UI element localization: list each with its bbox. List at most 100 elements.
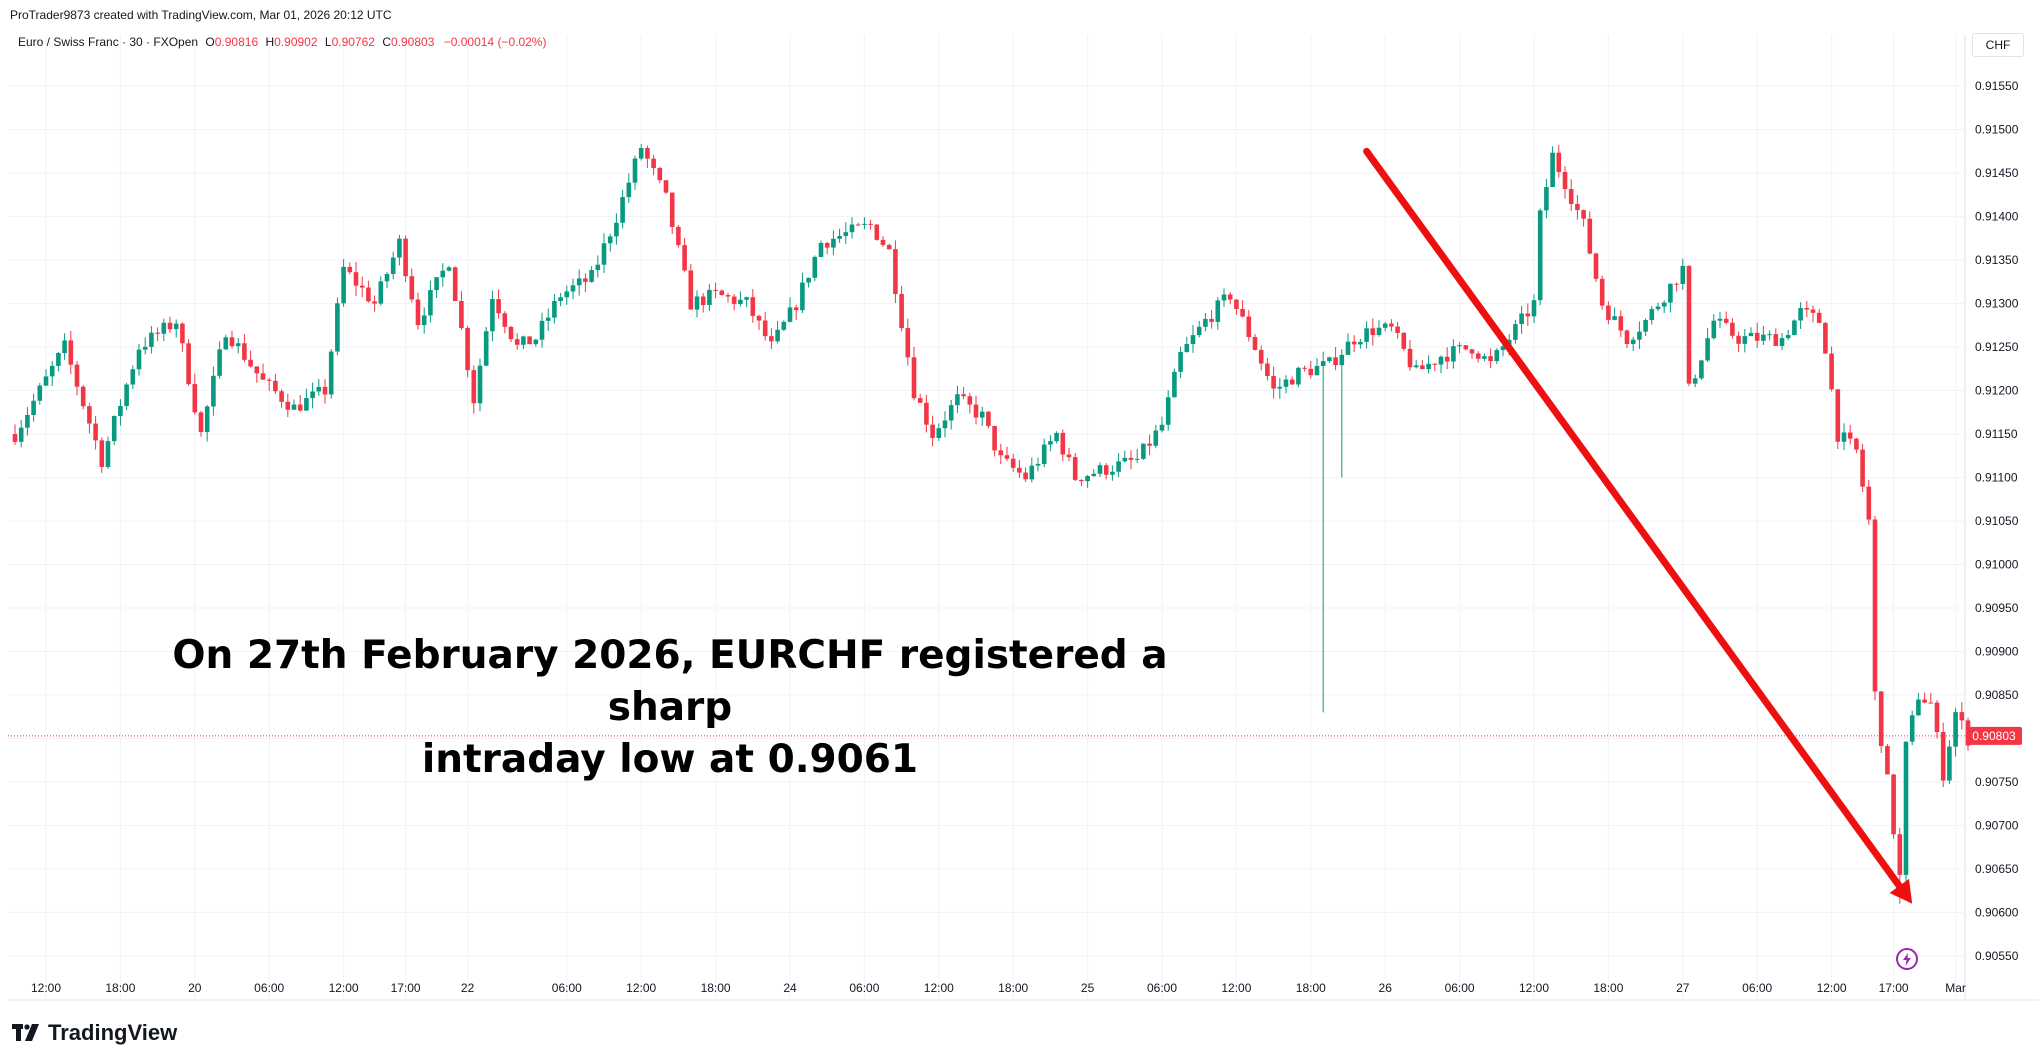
candle-body bbox=[868, 223, 873, 225]
candle-body bbox=[1060, 432, 1066, 455]
candle-body bbox=[1947, 746, 1952, 781]
time-tick-label: 06:00 bbox=[1147, 981, 1177, 995]
time-tick-label: 06:00 bbox=[1742, 981, 1772, 995]
candle-body bbox=[880, 239, 886, 245]
currency-button[interactable]: CHF bbox=[1972, 33, 2024, 57]
candle-body bbox=[1438, 356, 1444, 365]
candle-body bbox=[1401, 332, 1407, 349]
price-tick-label: 0.91300 bbox=[1975, 297, 2019, 311]
candle-body bbox=[434, 277, 439, 291]
candle-body bbox=[124, 384, 129, 407]
candle-body bbox=[118, 406, 123, 417]
candle-body bbox=[80, 386, 86, 407]
candle-body bbox=[899, 293, 904, 329]
time-tick-label: 17:00 bbox=[391, 981, 421, 995]
candle-body bbox=[1159, 424, 1165, 431]
candle-body bbox=[1581, 210, 1586, 219]
candle-body bbox=[849, 224, 855, 233]
candle-body bbox=[521, 336, 526, 345]
time-tick-label: 12:00 bbox=[1221, 981, 1251, 995]
candle-body bbox=[930, 424, 935, 438]
candle-body bbox=[37, 385, 43, 401]
candle-body bbox=[682, 245, 687, 271]
candle-body bbox=[49, 365, 55, 377]
candle-body bbox=[955, 394, 960, 406]
price-tick-label: 0.91050 bbox=[1975, 514, 2019, 528]
candle-body bbox=[56, 353, 61, 366]
candle-body bbox=[1413, 365, 1419, 368]
candle-body bbox=[638, 148, 644, 159]
price-tick-label: 0.90750 bbox=[1975, 775, 2019, 789]
candle-body bbox=[130, 369, 136, 385]
time-tick-label: 24 bbox=[783, 981, 797, 995]
candle-body bbox=[93, 423, 98, 441]
candle-body bbox=[831, 238, 836, 248]
candle-body bbox=[1513, 324, 1518, 340]
candle-body bbox=[1469, 349, 1475, 354]
candle-body bbox=[1314, 365, 1320, 376]
candle-body bbox=[663, 180, 669, 193]
candle-body bbox=[1134, 458, 1140, 460]
candle-body bbox=[936, 428, 942, 438]
price-tick-label: 0.91000 bbox=[1975, 557, 2019, 571]
candle-body bbox=[1841, 432, 1847, 442]
candle-body bbox=[1407, 348, 1413, 368]
candle-body bbox=[1141, 443, 1146, 459]
annotation-line-1: On 27th February 2026, EURCHF registered… bbox=[172, 633, 1168, 730]
candle-body bbox=[1599, 278, 1605, 306]
candle-body bbox=[1562, 171, 1568, 190]
candle-body bbox=[1234, 299, 1239, 309]
candle-body bbox=[731, 296, 737, 304]
candle-body bbox=[1339, 354, 1345, 366]
candle-body bbox=[527, 336, 532, 345]
candle-body bbox=[886, 244, 892, 250]
candle-body bbox=[1909, 715, 1915, 742]
candle-body bbox=[1531, 300, 1537, 317]
candle-body bbox=[1500, 346, 1506, 351]
price-tick-label: 0.91550 bbox=[1975, 79, 2019, 93]
candle-body bbox=[266, 379, 272, 381]
candle-body bbox=[837, 235, 842, 239]
candle-body bbox=[341, 266, 346, 304]
candle-body bbox=[1537, 210, 1543, 301]
candle-body bbox=[1209, 318, 1214, 322]
symbol-title[interactable]: Euro / Swiss Franc · 30 · FXOpen bbox=[18, 35, 199, 49]
candle-body bbox=[403, 238, 408, 277]
candle-body bbox=[1643, 320, 1648, 332]
candle-body bbox=[942, 420, 948, 429]
close-value: 0.90803 bbox=[390, 35, 435, 49]
candle-body bbox=[1351, 341, 1357, 345]
candle-body bbox=[1103, 465, 1109, 475]
candle-body bbox=[496, 299, 501, 314]
candle-body bbox=[1203, 318, 1208, 327]
price-tick-label: 0.90550 bbox=[1975, 949, 2019, 963]
candle-body bbox=[1655, 306, 1661, 310]
lightning-icon[interactable] bbox=[1896, 948, 1918, 970]
candle-body bbox=[1754, 332, 1760, 341]
candle-body bbox=[1730, 322, 1735, 336]
candle-body bbox=[62, 340, 67, 354]
candle-body bbox=[1432, 363, 1438, 365]
candle-body bbox=[260, 373, 266, 380]
candle-body bbox=[1215, 300, 1221, 322]
candle-body bbox=[155, 332, 160, 334]
candle-body bbox=[304, 398, 309, 411]
candle-body bbox=[1922, 699, 1927, 703]
candle-body bbox=[68, 340, 74, 365]
candle-body bbox=[855, 224, 861, 226]
candle-body bbox=[552, 301, 557, 318]
candle-body bbox=[428, 290, 433, 316]
tradingview-logo[interactable]: TradingView bbox=[12, 1020, 177, 1046]
candle-body bbox=[1885, 746, 1890, 775]
candle-body bbox=[1649, 309, 1655, 321]
candle-body bbox=[911, 357, 917, 399]
time-tick-label: 27 bbox=[1676, 981, 1690, 995]
candle-body bbox=[254, 366, 260, 374]
time-tick-label: 12:00 bbox=[1817, 981, 1847, 995]
brand-name: TradingView bbox=[48, 1020, 178, 1045]
candle-body bbox=[1271, 375, 1276, 389]
candle-body bbox=[180, 323, 185, 344]
candle-body bbox=[508, 326, 514, 340]
candle-body bbox=[1692, 378, 1698, 384]
